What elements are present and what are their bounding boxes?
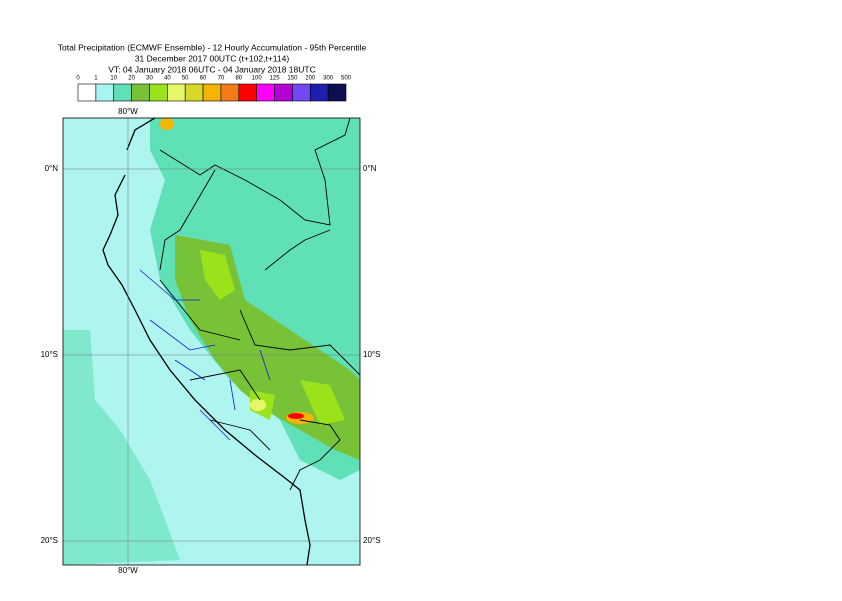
legend-label: 150 bbox=[287, 76, 298, 82]
lat-label: 0°N bbox=[45, 164, 59, 173]
lon-label: 80°W bbox=[118, 107, 138, 116]
legend-swatch bbox=[113, 83, 132, 102]
precip-80 bbox=[288, 413, 304, 419]
legend-swatch bbox=[309, 83, 329, 102]
map-frame bbox=[62, 117, 361, 566]
legend-label: 30 bbox=[146, 76, 153, 82]
base-time: 31 December 2017 00UTC (t+102,t+114) bbox=[135, 53, 290, 63]
legend-label: 200 bbox=[305, 76, 316, 82]
precip-60 bbox=[160, 118, 174, 130]
legend-label: 40 bbox=[164, 76, 171, 82]
legend-label: 300 bbox=[323, 76, 334, 82]
legend-label: 50 bbox=[182, 76, 189, 82]
legend-label: 70 bbox=[218, 76, 225, 82]
title: Total Precipitation (ECMWF Ensemble) - 1… bbox=[58, 42, 367, 52]
lat-label: 10°S bbox=[363, 350, 380, 359]
lat-label: 20°S bbox=[41, 536, 58, 545]
legend-swatch bbox=[77, 83, 97, 102]
legend-label: 100 bbox=[252, 76, 263, 82]
legend-swatch bbox=[167, 83, 186, 102]
legend-swatch bbox=[256, 83, 275, 102]
legend-swatch bbox=[184, 83, 204, 102]
legend-swatch bbox=[149, 83, 168, 102]
legend-swatch bbox=[220, 83, 240, 102]
lat-label: 20°S bbox=[363, 536, 380, 545]
precip-10-sea bbox=[63, 330, 180, 565]
legend-label: 0 bbox=[76, 76, 80, 82]
legend-label: 1 bbox=[94, 76, 98, 82]
legend-label: 80 bbox=[235, 76, 242, 82]
legend-swatch bbox=[202, 83, 222, 102]
legend-swatch bbox=[327, 83, 347, 102]
lat-label: 0°N bbox=[363, 164, 377, 173]
legend-label: 125 bbox=[270, 76, 281, 82]
legend-swatch bbox=[292, 83, 311, 102]
lon-label: 80°W bbox=[118, 566, 138, 575]
lat-label: 10°S bbox=[41, 350, 58, 359]
legend-swatch bbox=[131, 83, 150, 102]
country-borders bbox=[159, 118, 360, 491]
legend-swatch bbox=[274, 83, 293, 102]
legend-label: 60 bbox=[200, 76, 207, 82]
region-borders bbox=[139, 269, 271, 441]
legend-swatch bbox=[238, 83, 257, 102]
legend-label: 10 bbox=[110, 76, 117, 82]
precip-40 bbox=[250, 399, 266, 411]
map bbox=[63, 118, 360, 565]
valid-time: VT: 04 January 2018 06UTC - 04 January 2… bbox=[108, 64, 315, 74]
legend-swatch bbox=[95, 83, 115, 102]
legend-label: 20 bbox=[128, 76, 135, 82]
legend: 0 1 10 20 30 40 50 60 70 80 100 125 150 200 300 500 bbox=[76, 76, 352, 102]
legend-label: 500 bbox=[341, 76, 352, 82]
precip-30 bbox=[200, 250, 345, 425]
